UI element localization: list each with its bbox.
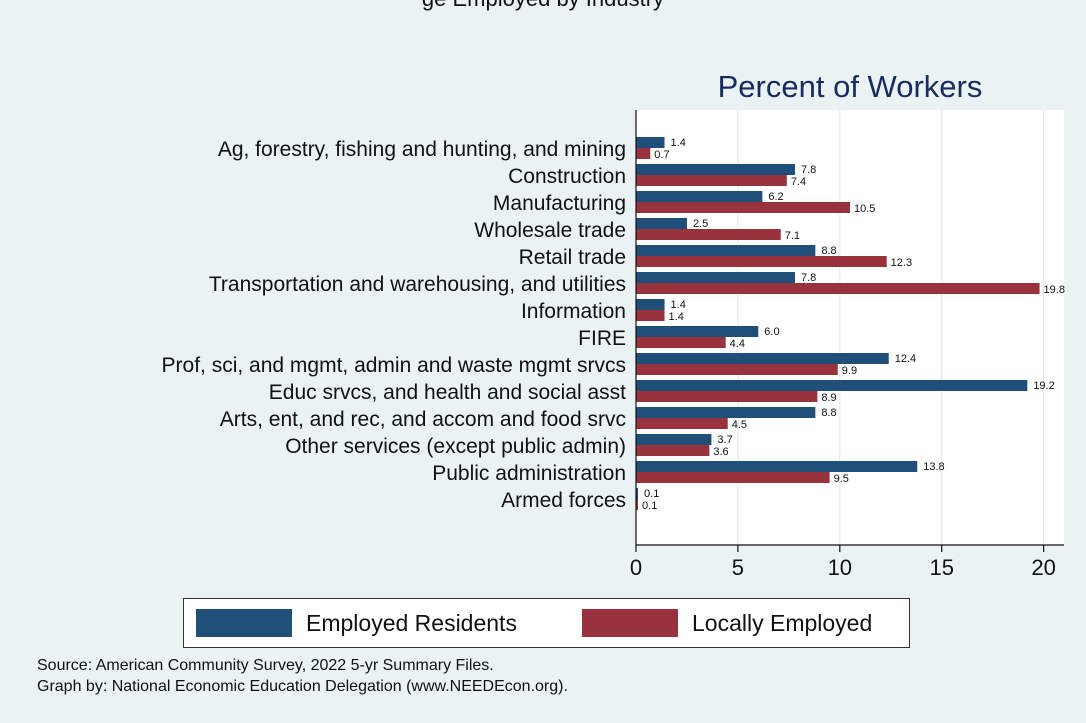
bar-locally-employed — [636, 256, 887, 267]
data-label-locally-employed: 9.5 — [834, 473, 849, 485]
data-label-locally-employed: 8.9 — [821, 392, 836, 404]
data-label-employed-residents: 6.0 — [764, 326, 779, 338]
x-tick-label: 20 — [1031, 555, 1055, 580]
data-label-locally-employed: 3.6 — [713, 446, 728, 458]
bar-employed-residents — [636, 434, 712, 445]
bar-locally-employed — [636, 472, 830, 483]
bar-employed-residents — [636, 326, 759, 337]
data-label-employed-residents: 1.4 — [671, 137, 686, 149]
bar-employed-residents — [636, 353, 889, 364]
bar-employed-residents — [636, 245, 816, 256]
category-label: Other services (except public admin) — [285, 435, 626, 458]
category-label: Transportation and warehousing, and util… — [209, 273, 626, 296]
bar-employed-residents — [636, 407, 816, 418]
bar-employed-residents — [636, 164, 795, 175]
category-label: Information — [521, 300, 626, 323]
x-tick-label: 10 — [828, 555, 852, 580]
data-label-employed-residents: 8.8 — [821, 407, 836, 419]
bar-employed-residents — [636, 191, 763, 202]
data-label-locally-employed: 10.5 — [854, 203, 875, 215]
data-label-employed-residents: 2.5 — [693, 218, 708, 230]
x-tick-label: 5 — [732, 555, 744, 580]
bar-employed-residents — [636, 137, 665, 148]
category-label: Arts, ent, and rec, and accom and food s… — [220, 408, 626, 431]
bar-locally-employed — [636, 148, 651, 159]
data-label-employed-residents: 13.8 — [923, 461, 944, 473]
graph-by-note: Graph by: National Economic Education De… — [37, 678, 568, 695]
data-label-employed-residents: 7.8 — [801, 164, 816, 176]
bar-locally-employed — [636, 283, 1040, 294]
partial-chart-title: ge Employed by Industry — [0, 0, 1086, 12]
bar-locally-employed — [636, 310, 665, 321]
bar-employed-residents — [636, 488, 639, 499]
data-label-employed-residents: 1.4 — [671, 299, 686, 311]
category-label: Manufacturing — [493, 192, 626, 215]
legend-item-locally-employed: Locally Employed — [582, 609, 872, 637]
x-tick-label: 15 — [929, 555, 953, 580]
legend-item-employed-residents: Employed Residents — [196, 609, 517, 637]
bar-employed-residents — [636, 461, 918, 472]
bar-locally-employed — [636, 499, 639, 510]
legend-label-employed-residents: Employed Residents — [306, 609, 517, 636]
data-label-locally-employed: 9.9 — [842, 365, 857, 377]
bar-locally-employed — [636, 337, 726, 348]
data-label-locally-employed: 4.4 — [730, 338, 745, 350]
x-tick-label: 0 — [630, 555, 642, 580]
data-label-locally-employed: 1.4 — [669, 311, 684, 323]
data-label-employed-residents: 6.2 — [768, 191, 783, 203]
data-label-locally-employed: 19.8 — [1044, 284, 1065, 296]
category-label: Retail trade — [519, 246, 626, 269]
category-label: FIRE — [578, 327, 626, 350]
data-label-employed-residents: 7.8 — [801, 272, 816, 284]
bar-locally-employed — [636, 202, 850, 213]
data-label-employed-residents: 8.8 — [821, 245, 836, 257]
legend: Employed Residents Locally Employed — [183, 598, 910, 648]
bar-employed-residents — [636, 299, 665, 310]
data-label-locally-employed: 7.1 — [785, 230, 800, 242]
category-label: Construction — [508, 165, 626, 188]
bar-locally-employed — [636, 364, 838, 375]
chart-title: Percent of Workers — [718, 69, 983, 104]
category-label: Educ srvcs, and health and social asst — [269, 381, 626, 404]
legend-label-locally-employed: Locally Employed — [692, 609, 873, 636]
category-label: Ag, forestry, fishing and hunting, and m… — [218, 138, 626, 161]
bar-locally-employed — [636, 229, 781, 240]
category-label: Prof, sci, and mgmt, admin and waste mgm… — [162, 354, 626, 377]
category-label: Wholesale trade — [474, 219, 626, 242]
data-label-employed-residents: 3.7 — [717, 434, 732, 446]
bar-locally-employed — [636, 445, 710, 456]
data-label-locally-employed: 0.1 — [642, 500, 657, 512]
data-label-employed-residents: 0.1 — [644, 488, 659, 500]
category-label: Public administration — [432, 462, 626, 485]
bar-locally-employed — [636, 418, 728, 429]
legend-swatch-locally-employed — [582, 609, 678, 637]
bar-employed-residents — [636, 272, 795, 283]
data-label-locally-employed: 12.3 — [891, 257, 912, 269]
category-label: Armed forces — [501, 489, 626, 512]
bar-locally-employed — [636, 175, 787, 186]
legend-swatch-employed-residents — [196, 609, 292, 637]
source-note: Source: American Community Survey, 2022 … — [37, 657, 494, 674]
bar-employed-residents — [636, 380, 1028, 391]
data-label-employed-residents: 19.2 — [1033, 380, 1054, 392]
data-label-locally-employed: 0.7 — [654, 149, 669, 161]
data-label-locally-employed: 4.5 — [732, 419, 747, 431]
data-label-locally-employed: 7.4 — [791, 176, 806, 188]
bar-employed-residents — [636, 218, 687, 229]
data-label-employed-residents: 12.4 — [895, 353, 916, 365]
bar-locally-employed — [636, 391, 818, 402]
